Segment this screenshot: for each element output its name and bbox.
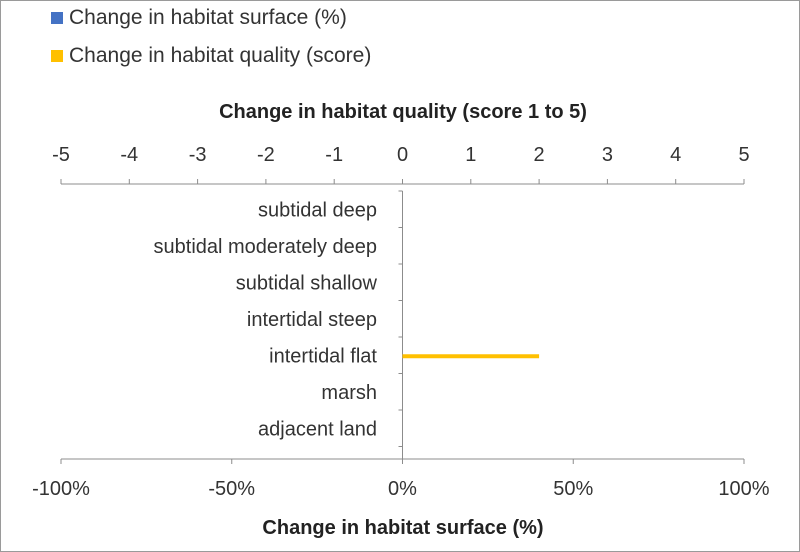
bottom-axis: -100% -50% 0% 50% 100% xyxy=(32,458,770,500)
top-tick-label: 2 xyxy=(534,144,545,166)
bar-quality xyxy=(402,354,540,359)
bars xyxy=(402,354,540,359)
category-label: adjacent land xyxy=(258,418,377,440)
zero-axis xyxy=(398,190,403,459)
top-axis: -5 -4 -3 -2 -1 0 1 2 3 4 5 xyxy=(52,144,750,185)
category-labels: subtidal deep subtidal moderately deep sub… xyxy=(154,199,378,440)
top-tick-label: -4 xyxy=(120,144,138,166)
top-tick-label: -2 xyxy=(257,144,275,166)
category-label: subtidal moderately deep xyxy=(154,236,377,258)
top-tick-label: 0 xyxy=(397,144,408,166)
legend-label-1: Change in habitat quality (score) xyxy=(69,44,371,67)
category-label: subtidal deep xyxy=(258,199,377,221)
legend: Change in habitat surface (%) Change in h… xyxy=(51,6,371,67)
top-tick-label: -1 xyxy=(325,144,343,166)
legend-label-0: Change in habitat surface (%) xyxy=(69,6,347,29)
bottom-tick-label: 0% xyxy=(388,478,417,500)
top-tick-label: 3 xyxy=(602,144,613,166)
category-label: intertidal steep xyxy=(247,309,377,331)
top-tick-label: 5 xyxy=(738,144,749,166)
category-label: subtidal shallow xyxy=(236,272,378,294)
top-tick-label: 4 xyxy=(670,144,681,166)
category-label: intertidal flat xyxy=(269,345,377,367)
top-tick-label: -5 xyxy=(52,144,70,166)
bottom-tick-label: -50% xyxy=(208,478,255,500)
category-label: marsh xyxy=(321,382,377,404)
bottom-tick-label: 100% xyxy=(718,478,769,500)
legend-swatch-0 xyxy=(51,12,63,24)
top-tick-label: 1 xyxy=(465,144,476,166)
top-axis-title: Change in habitat quality (score 1 to 5) xyxy=(219,101,587,123)
bottom-axis-title: Change in habitat surface (%) xyxy=(262,517,543,539)
legend-swatch-1 xyxy=(51,50,63,62)
bottom-tick-label: -100% xyxy=(32,478,90,500)
top-tick-label: -3 xyxy=(189,144,207,166)
bottom-tick-label: 50% xyxy=(553,478,593,500)
